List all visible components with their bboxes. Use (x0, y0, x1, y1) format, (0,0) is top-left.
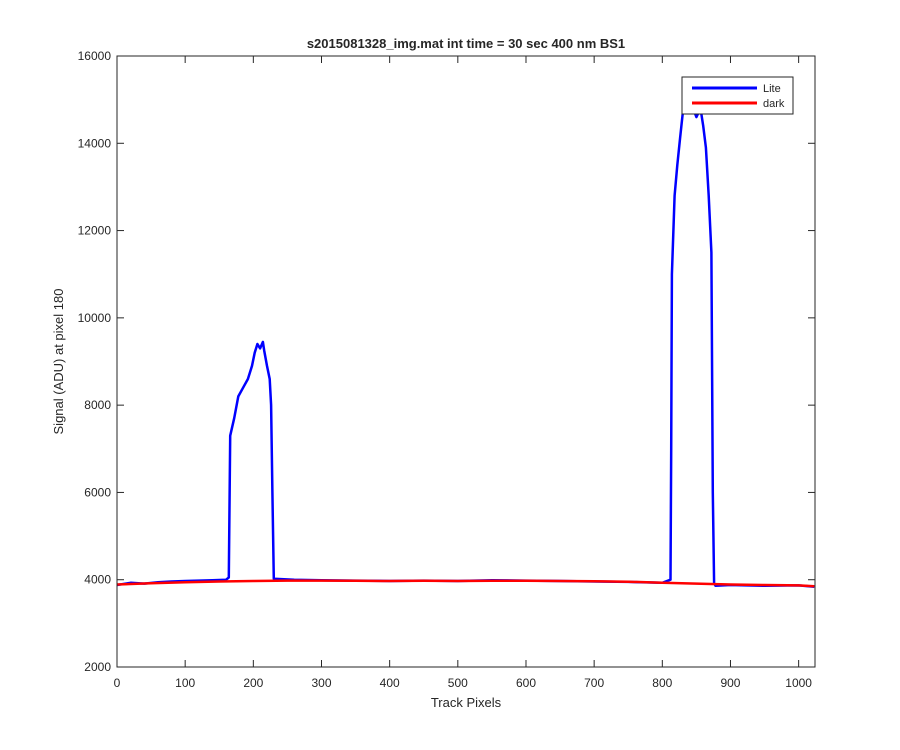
x-tick-label: 0 (114, 676, 121, 690)
y-tick-label: 16000 (78, 49, 112, 63)
x-tick-label: 100 (175, 676, 195, 690)
legend-label-lite: Lite (763, 83, 781, 95)
y-tick-label: 2000 (84, 660, 111, 674)
series-line-dark (116, 579, 815, 588)
x-tick-label: 300 (311, 676, 331, 690)
legend-label-dark: dark (763, 98, 785, 110)
x-tick-label: 200 (243, 676, 263, 690)
x-tick-label: 500 (448, 676, 468, 690)
plot-area (117, 56, 815, 667)
legend-box (681, 76, 794, 115)
x-tick-label: 600 (516, 676, 536, 690)
x-tick-label: 700 (584, 676, 604, 690)
x-tick-label: 800 (652, 676, 672, 690)
y-tick-label: 14000 (78, 136, 112, 150)
legend: Lite dark (681, 76, 794, 115)
x-tick-label: 1000 (785, 676, 812, 690)
y-tick-label: 8000 (84, 398, 111, 412)
axis-ticks: 0 100 200 300 400 500 600 700 800 900 1000 2000 4000… (78, 49, 815, 690)
y-tick-label: 10000 (78, 311, 112, 325)
x-tick-label: 400 (380, 676, 400, 690)
series-layer (116, 102, 815, 588)
y-axis-label: Signal (ADU) at pixel 180 (51, 289, 66, 435)
y-tick-label: 4000 (84, 573, 111, 587)
chart-title: s2015081328_img.mat int time = 30 sec 40… (307, 36, 625, 51)
x-axis-label: Track Pixels (431, 695, 502, 710)
plot-frame (116, 55, 816, 668)
y-tick-label: 12000 (78, 224, 112, 238)
x-tick-label: 900 (720, 676, 740, 690)
y-tick-label: 6000 (84, 485, 111, 499)
